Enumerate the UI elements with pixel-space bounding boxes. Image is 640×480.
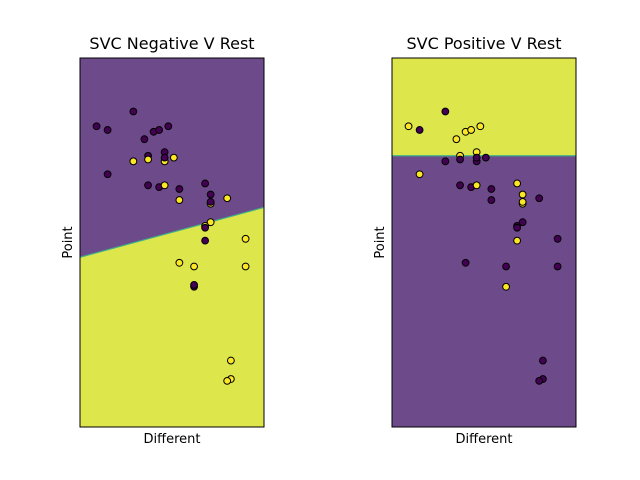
data-point-positive (175, 196, 184, 204)
data-point-positive (175, 258, 184, 267)
data-point-negative (164, 122, 173, 131)
data-point-positive (513, 179, 522, 188)
data-point-negative (175, 185, 184, 193)
data-point-positive (190, 262, 198, 271)
chart-title: SVC Positive V Rest (406, 34, 561, 53)
data-point-positive (404, 122, 413, 131)
data-point-positive (415, 170, 424, 179)
data-point-positive (241, 262, 250, 271)
data-point-negative (553, 262, 562, 271)
data-point-positive (518, 190, 527, 199)
data-point-negative (461, 258, 470, 267)
data-point-negative (535, 194, 544, 203)
data-point-negative (481, 153, 490, 162)
data-point-negative (513, 223, 522, 232)
data-point-positive (169, 153, 178, 162)
data-point-negative (201, 236, 210, 245)
decision-regions (79, 58, 265, 427)
axes-frame (79, 57, 265, 428)
data-point-negative (103, 126, 112, 134)
decision-boundary (79, 206, 265, 258)
data-point-negative (441, 157, 450, 166)
data-point-positive (518, 198, 527, 206)
x-axis-label: Different (144, 432, 201, 447)
region-upper (392, 58, 576, 156)
data-point-positive (467, 126, 476, 134)
data-point-negative (456, 181, 464, 190)
data-point-negative (441, 107, 450, 116)
data-point-negative (502, 262, 510, 271)
data-point-positive (144, 155, 152, 164)
decision-regions (392, 58, 576, 427)
data-point-negative (538, 356, 547, 365)
axes-frame (391, 57, 577, 428)
data-point-positive (476, 122, 485, 131)
data-point-positive (472, 181, 481, 190)
data-point-negative (201, 223, 210, 232)
subplot-svc-positive: SVC Positive V Rest Different Point (373, 34, 577, 447)
data-point-positive (241, 234, 250, 243)
data-point-negative (155, 126, 164, 134)
data-point-negative (160, 153, 169, 162)
region-lower (80, 207, 264, 427)
data-point-negative (140, 135, 149, 144)
data-point-negative (553, 234, 562, 243)
data-point-negative (144, 181, 152, 190)
data-point-positive (226, 356, 235, 365)
data-point-positive (160, 181, 169, 190)
data-point-negative (487, 185, 496, 193)
data-points (92, 107, 250, 385)
subplot-svc-negative: SVC Negative V Rest Different Point (61, 34, 265, 447)
data-point-positive (129, 157, 138, 166)
data-points (404, 107, 562, 385)
data-point-negative (201, 179, 210, 188)
chart-title: SVC Negative V Rest (89, 34, 254, 53)
data-point-negative (190, 281, 198, 289)
data-point-negative (129, 107, 138, 116)
data-point-negative (487, 196, 496, 204)
data-point-negative (415, 126, 424, 134)
data-point-positive (502, 282, 510, 291)
data-point-negative (92, 122, 101, 131)
data-point-negative (472, 153, 481, 162)
data-point-negative (518, 218, 527, 227)
x-axis-label: Different (456, 432, 513, 447)
region-lower (392, 155, 576, 427)
data-point-negative (206, 198, 215, 206)
data-point-positive (223, 376, 232, 385)
data-point-negative (103, 170, 112, 179)
data-point-positive (206, 218, 215, 227)
data-point-negative (535, 376, 544, 385)
data-point-positive (223, 194, 232, 203)
data-point-negative (456, 155, 464, 164)
data-point-positive (452, 135, 461, 144)
y-axis-label: Point (373, 226, 388, 258)
y-axis-label: Point (61, 226, 76, 258)
data-point-negative (206, 190, 215, 199)
data-point-positive (513, 236, 522, 245)
